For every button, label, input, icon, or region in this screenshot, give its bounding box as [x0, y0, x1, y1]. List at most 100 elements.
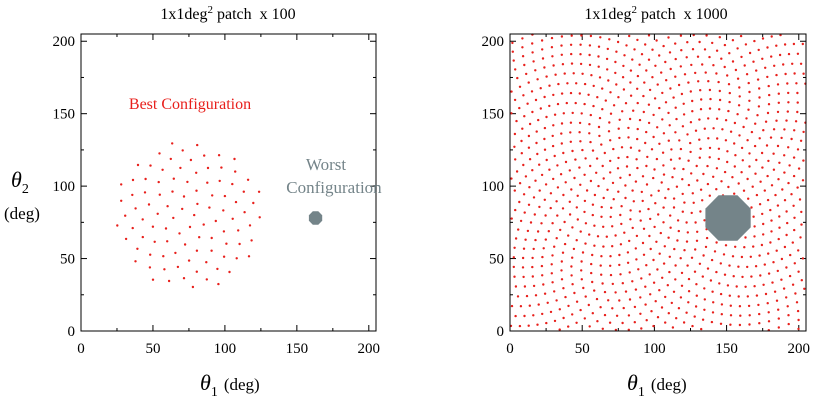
data-point — [600, 205, 603, 209]
data-point — [543, 137, 546, 141]
data-point — [784, 72, 787, 76]
data-point — [718, 98, 722, 102]
data-point — [589, 179, 593, 183]
data-point — [661, 276, 664, 279]
data-point — [511, 50, 514, 53]
data-point — [566, 82, 569, 85]
data-point — [713, 250, 717, 253]
data-point — [562, 112, 565, 115]
data-point — [796, 148, 800, 151]
data-point — [753, 225, 756, 228]
data-point — [571, 111, 574, 115]
data-point — [534, 69, 537, 72]
data-point — [624, 184, 627, 187]
data-point — [676, 219, 680, 222]
data-point — [530, 90, 534, 93]
data-point — [531, 169, 534, 172]
data-point — [799, 236, 802, 239]
data-point — [195, 270, 198, 273]
data-point — [600, 273, 603, 276]
data-point — [694, 221, 697, 224]
data-point — [753, 285, 756, 288]
data-point — [660, 181, 663, 184]
data-point — [611, 307, 614, 310]
data-point — [514, 208, 517, 212]
data-point — [695, 164, 698, 168]
data-point — [636, 127, 639, 131]
data-point — [543, 292, 547, 295]
data-point — [681, 178, 684, 181]
data-point — [193, 213, 196, 217]
data-point — [678, 139, 681, 142]
data-point — [667, 312, 670, 315]
data-point — [796, 110, 799, 114]
data-point — [656, 126, 659, 129]
data-point — [536, 78, 539, 81]
data-point — [777, 308, 780, 311]
data-point — [662, 173, 666, 176]
data-point — [636, 137, 639, 141]
data-point — [631, 280, 634, 283]
data-point — [583, 102, 586, 106]
data-point — [598, 134, 601, 138]
data-point — [617, 127, 620, 130]
data-point — [540, 264, 544, 268]
data-point — [766, 111, 770, 115]
data-point — [636, 87, 639, 91]
data-point — [685, 221, 688, 224]
data-point — [680, 49, 683, 52]
data-point — [742, 125, 745, 129]
data-point — [723, 273, 727, 276]
data-point — [583, 82, 587, 86]
data-point — [635, 258, 638, 261]
data-point — [715, 188, 718, 191]
data-point — [752, 60, 755, 63]
data-point — [558, 308, 561, 311]
data-point — [759, 274, 762, 277]
y-tick-label: 0 — [497, 324, 505, 340]
data-point — [785, 233, 788, 237]
data-point — [744, 236, 747, 239]
data-point — [615, 50, 618, 53]
data-point — [629, 69, 633, 72]
data-point — [728, 91, 731, 95]
data-point — [677, 229, 680, 233]
data-point — [599, 306, 602, 309]
data-point — [656, 83, 659, 86]
data-point — [571, 313, 574, 316]
data-point — [605, 235, 608, 238]
data-point — [202, 223, 205, 226]
data-point — [755, 69, 758, 72]
data-point — [666, 284, 669, 287]
data-point — [596, 96, 599, 99]
data-point — [576, 194, 579, 197]
data-point — [565, 101, 568, 105]
data-point — [520, 152, 523, 155]
data-point — [770, 230, 773, 233]
data-point — [738, 134, 741, 137]
data-point — [627, 126, 630, 130]
data-point — [712, 127, 715, 130]
data-point — [801, 179, 805, 182]
data-point — [196, 143, 199, 147]
data-point — [712, 301, 715, 304]
data-point — [591, 253, 594, 257]
data-point — [563, 220, 566, 224]
data-point — [628, 271, 631, 274]
data-point — [654, 64, 657, 68]
data-point — [618, 253, 621, 257]
data-point — [571, 256, 574, 259]
data-point — [764, 66, 767, 70]
data-point — [628, 239, 631, 243]
data-point — [618, 263, 621, 267]
data-point — [153, 240, 156, 243]
data-point — [653, 168, 656, 171]
data-point — [687, 183, 691, 187]
data-point — [610, 206, 613, 209]
data-point — [761, 166, 764, 169]
data-point — [785, 266, 788, 269]
data-point — [634, 288, 638, 291]
data-point — [573, 291, 576, 295]
data-point — [208, 206, 211, 209]
data-point — [670, 301, 673, 305]
